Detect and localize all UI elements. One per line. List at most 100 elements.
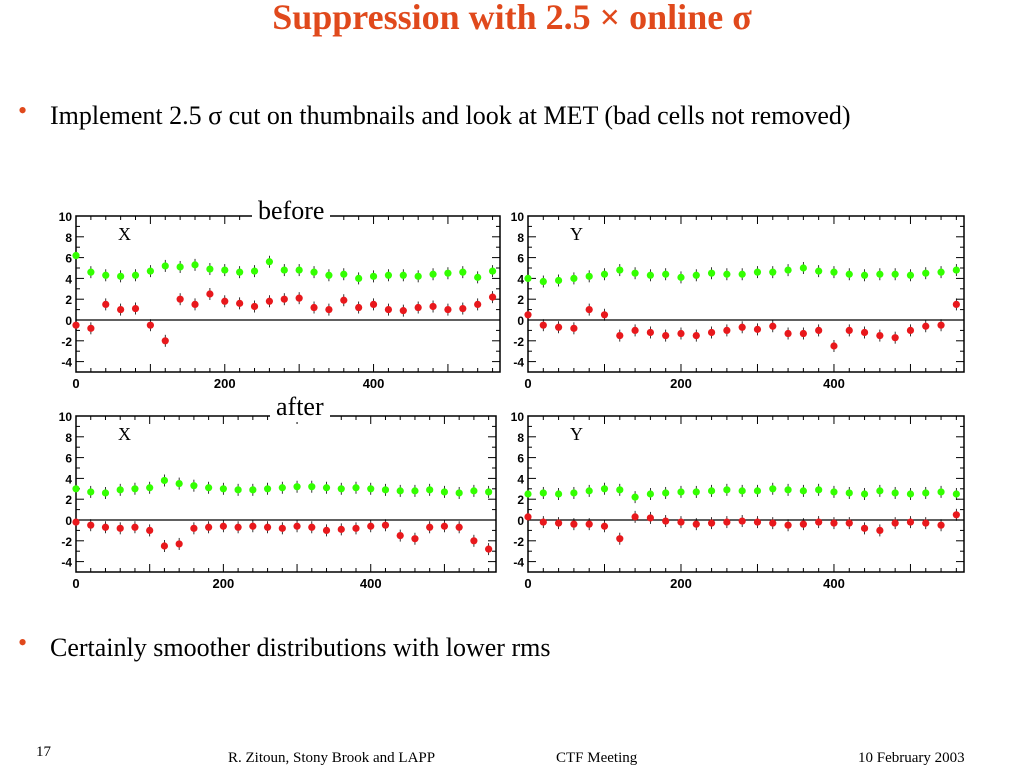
data-point-red [524, 311, 532, 319]
data-point-red [585, 306, 593, 314]
data-point-green [738, 270, 746, 278]
y-tick-label: 2 [65, 293, 72, 307]
data-point-green [470, 487, 478, 495]
data-point-green [381, 486, 390, 494]
data-point-red [426, 523, 434, 531]
data-point-green [616, 266, 624, 274]
y-tick-label: -4 [513, 556, 524, 570]
data-point-red [429, 302, 437, 311]
data-point-red [322, 526, 331, 535]
bullet-text-2: Certainly smoother distributions with lo… [50, 633, 551, 662]
data-point-green [444, 269, 452, 277]
data-point-green [539, 277, 547, 286]
data-point-green [922, 269, 930, 277]
y-tick-label: 0 [517, 514, 524, 528]
data-point-green [692, 271, 700, 279]
data-point-red [249, 522, 257, 530]
data-point-red [444, 306, 452, 314]
data-point-green [784, 266, 792, 274]
data-point-red [352, 524, 360, 532]
data-point-green [769, 485, 777, 493]
data-point-red [191, 300, 199, 308]
bullet-text-1: Implement 2.5 σ cut on thumbnails and lo… [50, 101, 851, 130]
x-tick-label: 400 [360, 576, 382, 591]
data-point-red [585, 520, 593, 528]
data-point-green [131, 485, 139, 493]
data-point-green [524, 274, 532, 282]
chart-after-Y: -4 -2 0 2 4 6 8 10 0 200 400 Y [511, 410, 965, 591]
data-point-red [455, 523, 463, 531]
data-point-green [707, 487, 716, 495]
data-point-red [600, 522, 609, 530]
x-tick-label: 200 [213, 576, 235, 591]
y-tick-label: -4 [61, 356, 72, 370]
data-point-red [369, 300, 378, 308]
x-tick-label: 0 [524, 576, 531, 591]
y-tick-label: -4 [61, 556, 72, 570]
data-point-red [922, 519, 930, 527]
chart-before-X: -4 -2 0 2 4 6 8 10 0 200 400 X [59, 210, 501, 391]
data-point-red [160, 542, 169, 550]
data-point-red [815, 518, 823, 526]
y-tick-label: 2 [517, 493, 524, 507]
data-point-red [845, 326, 853, 334]
y-tick-label: 4 [517, 472, 524, 486]
panel-title: Y [570, 424, 583, 444]
data-point-red [485, 545, 493, 553]
data-point-green [474, 273, 482, 281]
y-tick-label: 8 [517, 431, 524, 445]
data-point-green [72, 251, 80, 260]
data-point-red [101, 523, 110, 531]
data-point-green [234, 486, 242, 494]
data-point-red [295, 294, 303, 302]
data-point-green [455, 489, 463, 497]
data-point-green [723, 486, 731, 494]
footer-date: 10 February 2003 [858, 750, 965, 766]
x-tick-label: 0 [72, 376, 79, 391]
data-point-red [250, 302, 259, 311]
data-point-green [585, 272, 593, 280]
data-point-green [799, 264, 807, 272]
data-point-red [860, 328, 869, 337]
panel-title: X [118, 424, 131, 444]
data-point-red [440, 522, 449, 530]
data-point-red [799, 520, 807, 528]
data-point-green [278, 484, 286, 492]
plot-frame [527, 415, 965, 573]
plot-frame [527, 215, 965, 373]
data-point-red [293, 522, 301, 530]
data-point-red [146, 321, 154, 329]
data-point-red [876, 526, 884, 535]
data-point-green [845, 489, 853, 497]
data-point-green [293, 483, 301, 491]
data-point-red [337, 525, 345, 533]
data-point-red [72, 321, 80, 329]
data-point-red [411, 535, 419, 543]
x-tick-label: 400 [823, 376, 845, 391]
data-point-green [295, 266, 303, 274]
data-point-green [146, 267, 154, 275]
data-point-green [280, 266, 288, 274]
bullet-marker-1: • [18, 96, 28, 125]
data-point-green [116, 486, 124, 494]
data-point-red [175, 540, 183, 548]
data-point-red [876, 332, 884, 340]
data-point-green [937, 488, 945, 496]
data-point-green [221, 266, 229, 274]
data-point-green [631, 269, 639, 277]
data-point-green [891, 270, 899, 278]
data-point-green [355, 274, 363, 282]
y-tick-label: -2 [61, 535, 72, 549]
data-point-red [922, 322, 930, 330]
data-point-green [190, 482, 198, 490]
data-point-red [769, 322, 777, 330]
x-tick-label: 200 [670, 376, 692, 391]
data-point-red [677, 518, 685, 526]
data-point-red [554, 519, 563, 527]
data-point-red [769, 519, 777, 527]
data-point-green [646, 490, 654, 498]
data-point-green [102, 271, 110, 279]
y-tick-label: 6 [65, 252, 72, 266]
y-tick-label: -2 [513, 535, 524, 549]
data-point-red [131, 523, 139, 531]
